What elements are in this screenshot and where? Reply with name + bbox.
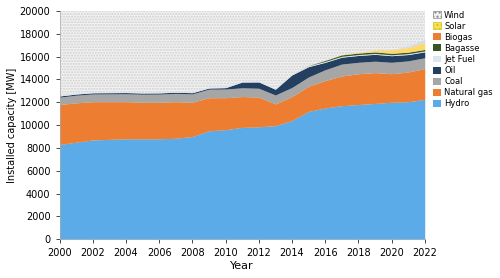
X-axis label: Year: Year xyxy=(230,261,254,271)
Y-axis label: Installed capacity [MW]: Installed capacity [MW] xyxy=(7,68,17,183)
Legend: Wind, Solar, Biogas, Bagasse, Jet Fuel, Oil, Coal, Natural gas, Hydro: Wind, Solar, Biogas, Bagasse, Jet Fuel, … xyxy=(432,11,493,108)
